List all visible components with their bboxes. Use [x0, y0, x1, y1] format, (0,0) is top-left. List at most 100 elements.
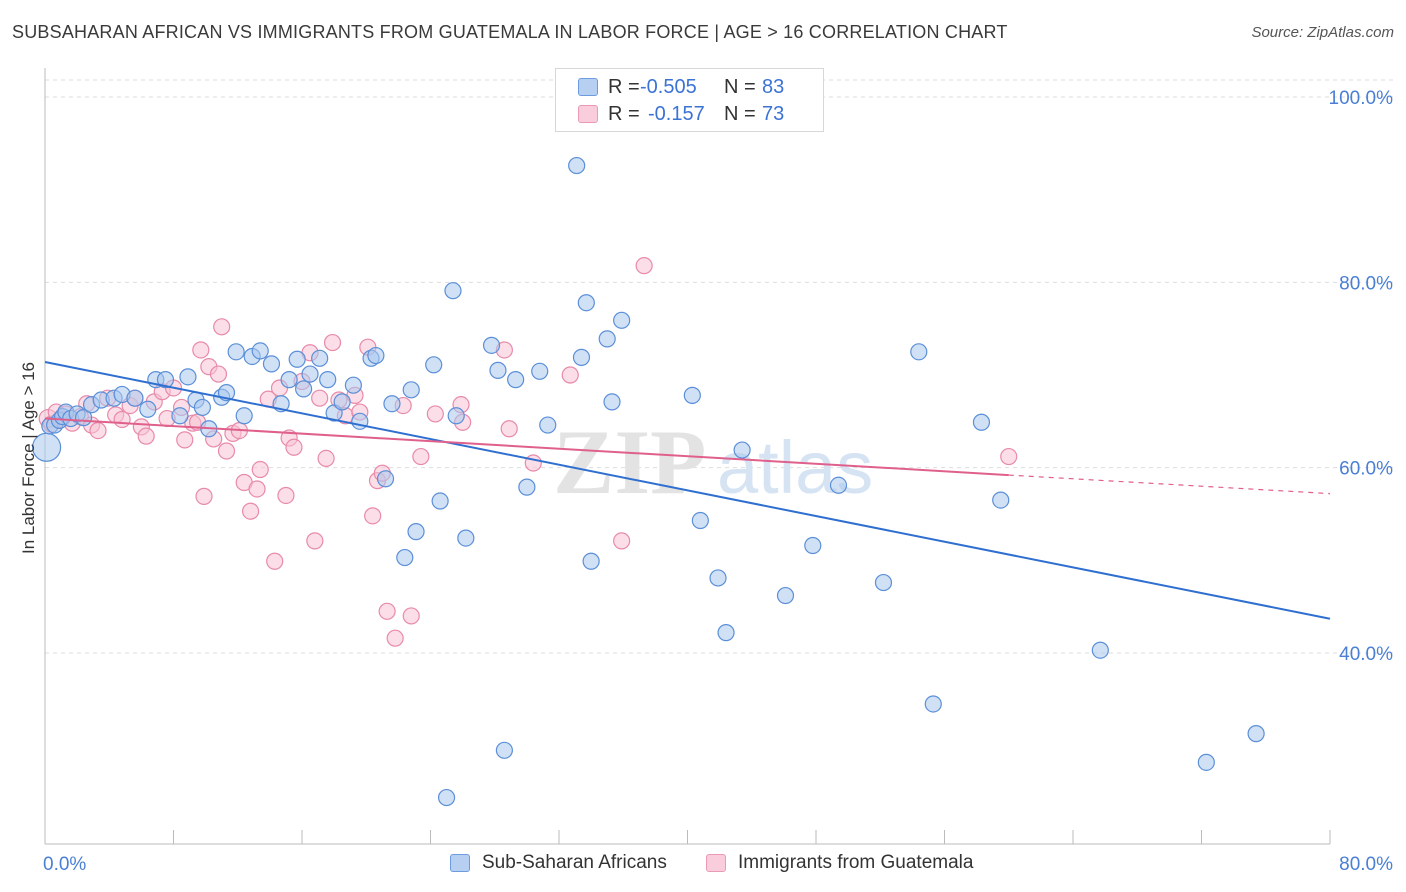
- guatemala-point: [412, 447, 430, 466]
- guatemala-point: [306, 532, 324, 550]
- subsaharan-point: [531, 362, 549, 380]
- subsaharan-point: [301, 365, 319, 383]
- subsaharan-point: [1247, 725, 1265, 743]
- subsaharan-point: [603, 393, 621, 411]
- subsaharan-point: [407, 523, 425, 541]
- legend-item-guatemala[interactable]: Immigrants from Guatemala: [706, 852, 973, 874]
- subsaharan-point: [482, 336, 501, 354]
- legend-r-label: R =: [608, 75, 640, 98]
- guatemala-point: [137, 427, 155, 445]
- guatemala-point: [242, 502, 260, 520]
- subsaharan-point: [344, 376, 362, 394]
- subsaharan-point: [539, 416, 557, 434]
- subsaharan-point: [577, 294, 595, 312]
- subsaharan-point: [251, 342, 269, 360]
- guatemala-point: [311, 389, 329, 407]
- guatemala-point: [89, 422, 107, 440]
- subsaharan-point: [444, 282, 462, 300]
- blue-swatch-icon: [578, 78, 598, 96]
- subsaharan-point: [709, 569, 727, 587]
- subsaharan-point: [776, 586, 795, 605]
- subsaharan-point: [457, 529, 475, 547]
- watermark-zip: ZIP: [553, 411, 706, 513]
- guatemala-point: [251, 460, 269, 479]
- subsaharan-point: [402, 381, 420, 399]
- guatemala-point: [613, 532, 631, 550]
- grid-lines: [45, 79, 1393, 654]
- subsaharan-point: [1197, 753, 1215, 771]
- source-label: Source: ZipAtlas.com: [1251, 24, 1394, 41]
- subsaharan-point: [383, 395, 401, 413]
- subsaharan-point: [568, 156, 586, 175]
- guatemala-trend-extension: [1008, 474, 1331, 495]
- legend-n-value: 73: [762, 102, 785, 125]
- subsaharan-point: [280, 371, 298, 389]
- chart-title: SUBSAHARAN AFRICAN VS IMMIGRANTS FROM GU…: [12, 22, 1008, 42]
- subsaharan-point: [139, 400, 157, 418]
- legend-item-subsaharan[interactable]: Sub-Saharan Africans: [450, 852, 667, 874]
- legend-label-subsaharan: Sub-Saharan Africans: [482, 852, 667, 873]
- legend-r-value: -0.505: [640, 75, 697, 98]
- watermark: ZIP atlas: [553, 411, 873, 513]
- subsaharan-point: [924, 695, 942, 713]
- guatemala-point: [176, 431, 194, 449]
- legend-row-guatemala: R = -0.157 N = 73: [578, 102, 784, 126]
- legend-n-value: 83: [762, 75, 785, 98]
- subsaharan-point: [613, 311, 631, 329]
- legend-row-subsaharan: R = -0.505 N = 83: [578, 75, 784, 99]
- series-legend: Sub-Saharan Africans Immigrants from Gua…: [0, 852, 1406, 878]
- guatemala-point: [386, 629, 404, 647]
- legend-n-label: N =: [724, 102, 756, 125]
- subsaharan-point: [431, 492, 449, 510]
- y-axis-label: In Labor Force | Age > 16: [19, 362, 38, 554]
- guatemala-point: [500, 420, 518, 438]
- guatemala-point: [195, 487, 213, 505]
- subsaharan-point: [319, 371, 337, 389]
- guatemala-trend-line: [44, 417, 1009, 477]
- subsaharan-point: [972, 413, 991, 431]
- subsaharan-point: [171, 407, 189, 425]
- subsaharan-point: [518, 478, 536, 496]
- guatemala-point: [635, 257, 653, 275]
- subsaharan-point: [262, 355, 281, 373]
- tick-labels: 40.0% 60.0% 80.0% 100.0% 0.0% 80.0%: [43, 88, 1393, 875]
- guatemala-point: [248, 480, 266, 498]
- subsaharan-point: [288, 350, 306, 368]
- subsaharan-point: [396, 548, 414, 567]
- subsaharan-point: [733, 441, 751, 459]
- legend-r-value: -0.157: [648, 102, 705, 125]
- subsaharan-point: [691, 511, 709, 530]
- guatemala-point: [317, 449, 335, 467]
- subsaharan-point: [126, 389, 144, 407]
- subsaharan-point: [598, 330, 616, 348]
- subsaharan-point: [992, 491, 1010, 509]
- subsaharan-point: [829, 476, 848, 494]
- guatemala-point: [113, 410, 131, 429]
- subsaharan-point: [311, 349, 329, 367]
- subsaharan-point: [193, 398, 212, 417]
- subsaharan-point: [874, 573, 893, 592]
- subsaharan-point: [717, 624, 735, 642]
- subsaharan-point: [910, 343, 928, 361]
- guatemala-point: [426, 405, 444, 423]
- subsaharan-point: [156, 371, 175, 389]
- subsaharan-point: [235, 407, 253, 425]
- subsaharan-point: [179, 368, 197, 386]
- subsaharan-point: [1091, 641, 1109, 659]
- subsaharan-point: [367, 346, 385, 365]
- subsaharan-point: [437, 788, 456, 807]
- subsaharan-point: [572, 348, 591, 366]
- y-tick-label: 80.0%: [1339, 273, 1393, 294]
- guatemala-point: [378, 602, 396, 620]
- subsaharan-point: [489, 361, 507, 379]
- subsaharan-point: [447, 407, 465, 425]
- guatemala-point: [266, 552, 284, 570]
- subsaharan-point: [507, 371, 525, 389]
- legend-label-guatemala: Immigrants from Guatemala: [738, 852, 974, 873]
- subsaharan-point: [227, 343, 245, 361]
- subsaharan-point: [376, 470, 395, 488]
- subsaharan-point: [683, 386, 701, 404]
- guatemala-point: [561, 366, 579, 384]
- pink-swatch-icon: [706, 854, 726, 872]
